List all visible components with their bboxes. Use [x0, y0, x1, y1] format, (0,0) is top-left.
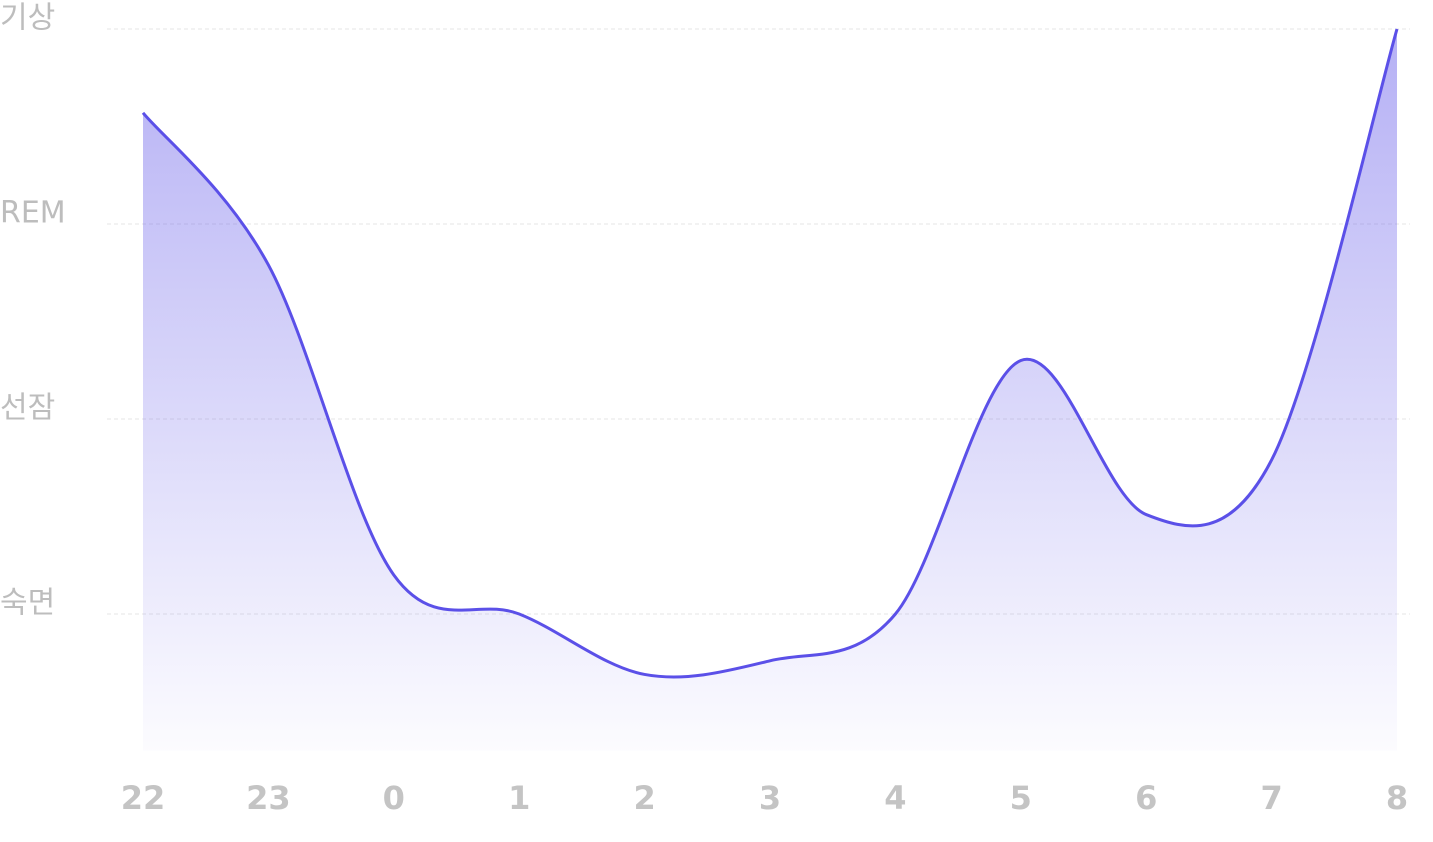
- x-tick-label: 4: [884, 779, 906, 817]
- y-tick-label: 숙면: [0, 586, 55, 621]
- line: [141, 28, 1399, 679]
- x-tick-label: 3: [759, 779, 781, 817]
- x-tick-label: 8: [1386, 779, 1408, 817]
- y-tick-label: 기상: [0, 1, 55, 36]
- x-tick-label: 23: [246, 779, 291, 817]
- y-tick-label: 선잠: [0, 391, 55, 426]
- x-tick-label: 1: [508, 779, 530, 817]
- x-tick-label: 5: [1010, 779, 1032, 817]
- x-tick-label: 6: [1135, 779, 1157, 817]
- x-tick-label: 0: [383, 779, 405, 817]
- y-tick-label: REM: [0, 196, 66, 231]
- area: [143, 29, 1397, 751]
- x-tick-label: 7: [1260, 779, 1282, 817]
- x-tick-label: 2: [633, 779, 655, 817]
- x-tick-label: 22: [121, 779, 166, 817]
